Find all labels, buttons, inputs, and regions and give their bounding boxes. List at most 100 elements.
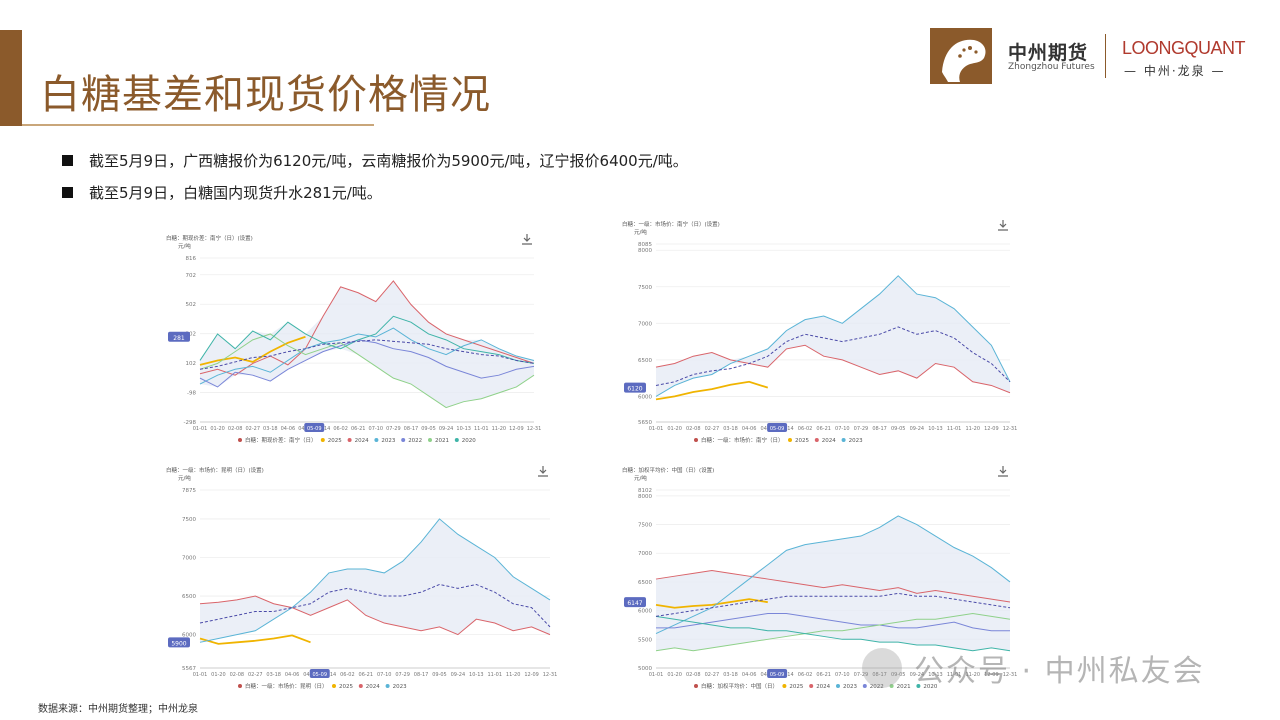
chart-title: 白糖：加权平均价：中国（日）(设置) xyxy=(622,466,714,474)
legend-item[interactable]: 白糖：期现价差：南宁（日） xyxy=(238,436,317,444)
series-line-avg xyxy=(655,592,1011,617)
series-line-2025 xyxy=(655,380,769,401)
legend-item[interactable]: 2024 xyxy=(347,438,369,444)
marker-label: 6120 xyxy=(627,386,642,393)
legend-item[interactable]: 2020 xyxy=(454,438,476,444)
page-title: 白糖基差和现货价格情况 xyxy=(40,72,491,118)
legend-item[interactable]: 2024 xyxy=(809,684,831,690)
marker-bg xyxy=(624,597,646,608)
y-tick-label: 5500 xyxy=(638,637,652,643)
x-tick-label: 07-10 xyxy=(377,672,392,678)
range-band xyxy=(200,280,534,408)
marker-bg xyxy=(168,331,190,342)
legend-swatch xyxy=(401,438,406,442)
legend-item[interactable]: 2023 xyxy=(385,684,407,690)
legend-swatch xyxy=(374,438,379,442)
legend-item[interactable]: 白糖：一级：市场价：昆明（日） xyxy=(238,682,328,690)
title-accent-bar xyxy=(0,30,22,126)
date-marker-label: 05-09 xyxy=(770,672,785,678)
chart-unit-label: 元/吨 xyxy=(178,474,191,482)
y-tick-label: 5567 xyxy=(182,666,196,672)
x-tick-label: 04-06 xyxy=(742,672,757,678)
legend-label: 2022 xyxy=(870,684,884,690)
legend-item[interactable]: 2023 xyxy=(841,438,863,444)
date-marker-label: 05-09 xyxy=(307,426,322,432)
chart-svg: 白糖：期现价差：南宁（日）(设置)元/吨 816 702 502 302 102 -98 -2… xyxy=(166,234,541,444)
y-tick-label: 6500 xyxy=(638,358,652,364)
legend-swatch xyxy=(238,684,242,688)
legend-label: 2023 xyxy=(849,438,863,444)
series-line-2024 xyxy=(655,344,1011,394)
wechat-watermark: 公众号 · 中州私友会 xyxy=(862,646,1242,690)
y-tick-label: 7000 xyxy=(638,551,652,557)
x-tick-label: 06-21 xyxy=(359,672,374,678)
series-line-2023 xyxy=(199,518,551,643)
data-source-note: 数据来源：中州期货整理；中州龙泉 xyxy=(38,704,198,715)
legend-swatch xyxy=(428,438,432,442)
legend-item[interactable]: 白糖：加权平均价：中国（日） xyxy=(694,682,778,690)
x-tick-label: 01-01 xyxy=(193,426,208,432)
legend-item[interactable]: 2020 xyxy=(916,684,938,690)
x-tick-label: 02-27 xyxy=(705,672,720,678)
x-tick-label: 04-06 xyxy=(281,426,296,432)
legend-label: 2025 xyxy=(795,438,809,444)
x-tick-label: 10-13 xyxy=(469,672,484,678)
legend-label: 2022 xyxy=(408,438,422,444)
y-tick-label: 302 xyxy=(186,332,197,338)
legend-label: 2021 xyxy=(897,684,911,690)
x-tick-label: 02-27 xyxy=(705,426,720,432)
x-tick-label: 03-18 xyxy=(723,672,738,678)
legend-label: 2025 xyxy=(339,684,353,690)
y-tick-label: 7000 xyxy=(182,555,196,561)
x-tick-label: 11-01 xyxy=(947,426,962,432)
current-value-marker: 281 xyxy=(168,331,190,342)
download-icon[interactable] xyxy=(998,466,1008,477)
date-marker: 05-09 xyxy=(304,423,325,432)
legend-item[interactable]: 2025 xyxy=(788,438,809,444)
legend-item[interactable]: 2021 xyxy=(889,684,911,690)
current-value-marker: 5900 xyxy=(168,637,190,648)
legend-item[interactable]: 2023 xyxy=(836,684,857,690)
x-tick-label: 09-05 xyxy=(891,426,906,432)
x-tick-label: 07-10 xyxy=(369,426,384,432)
x-tick-label: 11-20 xyxy=(492,426,507,432)
legend-item[interactable]: 2024 xyxy=(358,684,380,690)
chart-china-weighted-price: 白糖：加权平均价：中国（日）(设置) 元/吨 8102 8000 7500 7000 650… xyxy=(620,460,1020,696)
date-marker-bg xyxy=(304,423,325,432)
legend-item[interactable]: 2025 xyxy=(782,684,804,690)
x-tick-label: 12-31 xyxy=(1003,672,1018,678)
legend-item[interactable]: 2022 xyxy=(401,438,422,444)
x-tick-label: 11-20 xyxy=(965,672,980,678)
series-line-avg xyxy=(199,339,535,370)
legend-item[interactable]: 2025 xyxy=(320,438,342,444)
chart-kunming-price: 白糖：一级：市场价：昆明（日）(设置) 元/吨 7875 7500 7000 6500 60… xyxy=(164,460,560,696)
download-icon[interactable] xyxy=(522,234,532,245)
legend-swatch xyxy=(782,684,787,688)
legend-item[interactable]: 白糖：一级：市场价：南宁（日） xyxy=(694,436,784,444)
y-tick-label: 6000 xyxy=(638,609,652,615)
legend-item[interactable]: 2023 xyxy=(374,438,396,444)
chart-title: 白糖：期现价差：南宁（日）(设置) xyxy=(166,234,253,242)
x-tick-label: 11-01 xyxy=(474,426,489,432)
x-tick-label: 06-21 xyxy=(351,426,366,432)
y-tick-label: 7500 xyxy=(638,285,652,291)
watermark-text: 公众号 · 中州私友会 xyxy=(914,654,1205,689)
loongquant-logo-subtitle: — 中州·龙泉 — xyxy=(1124,64,1226,78)
legend-swatch xyxy=(889,684,894,688)
legend-item[interactable]: 2024 xyxy=(814,438,836,444)
download-icon[interactable] xyxy=(538,466,548,477)
legend-label: 2024 xyxy=(816,684,830,690)
legend-swatch xyxy=(809,684,814,688)
series-line-2025 xyxy=(199,335,306,366)
y-tick-label: 5000 xyxy=(638,666,652,672)
x-tick-label: 01-01 xyxy=(649,672,664,678)
y-tick-label: 6500 xyxy=(182,594,196,600)
legend-item[interactable]: 2022 xyxy=(862,684,884,690)
x-tick-label: 10-13 xyxy=(928,426,943,432)
x-tick-label: 12-31 xyxy=(1003,426,1018,432)
legend-item[interactable]: 2025 xyxy=(332,684,353,690)
legend-label: 白糖：加权平均价：中国（日） xyxy=(701,682,778,690)
legend-item[interactable]: 2021 xyxy=(428,438,449,444)
download-icon[interactable] xyxy=(998,220,1008,231)
date-marker: 05-09 xyxy=(767,669,788,678)
